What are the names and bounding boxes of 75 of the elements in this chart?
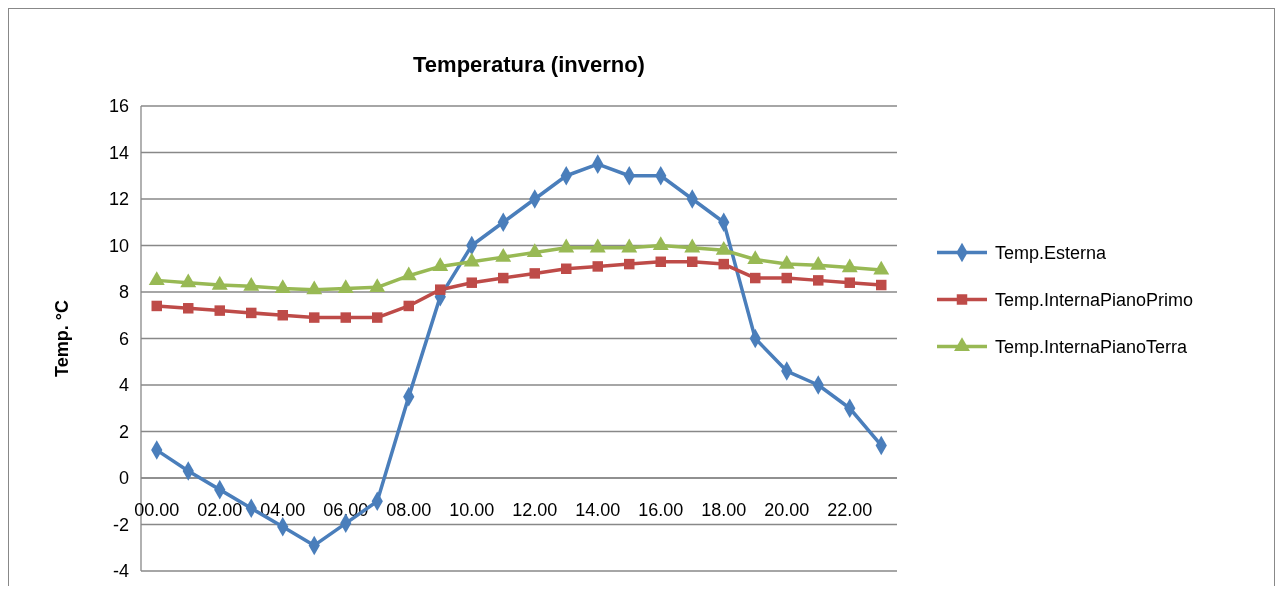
point [498,272,509,284]
x-tick-label: 22.00 [827,500,873,520]
point [432,257,449,272]
x-tick-label: 04.00 [260,500,306,520]
point [211,275,228,290]
point [529,268,540,279]
point [151,300,162,312]
point [715,240,732,255]
y-tick-label: 6 [118,328,129,349]
x-tick-label: 00.00 [134,500,180,520]
point [750,272,761,284]
x-tick-label: 20.00 [764,500,810,520]
point [246,307,257,319]
point [435,284,446,295]
point [340,312,351,323]
point [621,238,638,253]
y-tick-label: 2 [118,421,129,442]
point [873,260,890,275]
point [274,279,291,294]
point [718,258,729,270]
point [337,279,354,294]
y-tick-label: -2 [112,514,129,535]
point [526,243,543,258]
point [592,261,603,272]
point [306,280,323,295]
y-tick-label: 16 [108,96,129,117]
point [841,258,858,273]
x-tick-label: 12.00 [512,500,558,520]
x-tick-label: 14.00 [575,500,621,520]
point [558,238,575,253]
y-axis-title: Temp. °C [52,300,72,377]
legend-label: Temp.Esterna [995,242,1108,263]
point [309,312,320,323]
point [684,238,701,253]
point [561,263,572,274]
point [655,256,666,268]
y-tick-label: 0 [118,468,129,489]
point [747,250,764,265]
point [400,266,417,281]
point [463,252,480,267]
legend-label: Temp.InternaPianoTerra [995,336,1189,357]
point [243,276,260,291]
legend-label: Temp.InternaPianoPrimo [995,289,1194,310]
x-tick-label: 16.00 [638,500,684,520]
y-tick-label: 4 [118,375,129,396]
point [214,305,225,316]
point [589,238,606,253]
point [778,254,795,269]
y-tick-label: 12 [108,189,129,210]
point [876,279,887,291]
point [652,236,669,251]
y-tick-label: 10 [108,235,129,256]
x-tick-label: 18.00 [701,500,747,520]
x-tick-label: 10.00 [449,500,495,520]
point [403,300,414,312]
point [687,256,698,268]
point [466,277,477,288]
point [624,258,635,270]
point [495,247,512,262]
point [844,277,855,288]
point [372,312,383,323]
point [277,310,288,321]
chart-title: Temperatura (inverno) [413,52,645,77]
x-tick-label: 08.00 [386,500,432,520]
point [369,278,386,292]
y-tick-label: -4 [112,561,129,582]
point [180,273,197,288]
y-tick-label: 14 [108,142,129,163]
point [183,303,194,314]
y-tick-label: 8 [118,282,129,303]
point [148,271,165,285]
x-tick-label: 02.00 [197,500,243,520]
point [810,256,827,270]
point [813,275,824,286]
point [781,272,792,284]
